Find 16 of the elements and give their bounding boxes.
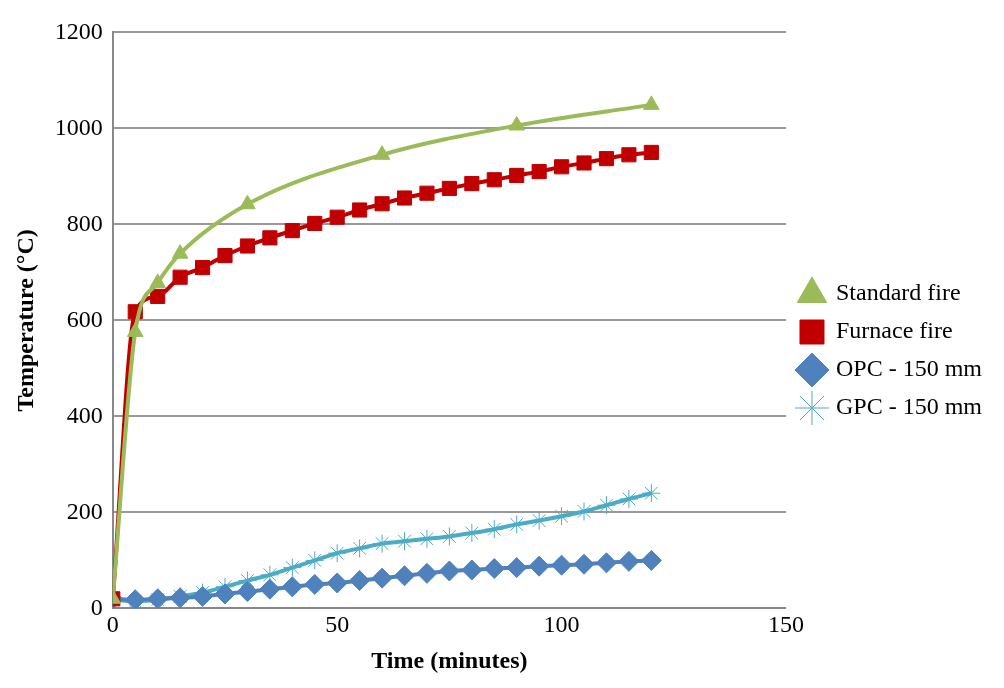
legend-label: Standard fire (835, 279, 961, 306)
x-tick-label: 150 (767, 611, 804, 638)
y-tick-label: 400 (66, 401, 103, 428)
x-axis-title: Time (minutes) (371, 646, 528, 673)
y-tick-label: 600 (66, 305, 103, 332)
legend-label: OPC - 150 mm (835, 355, 983, 382)
y-tick-label: 0 (90, 593, 103, 620)
y-tick-label: 200 (66, 497, 103, 524)
x-tick-label: 50 (325, 611, 350, 638)
y-tick-label: 1000 (54, 113, 103, 140)
y-tick-label: 1200 (54, 17, 103, 44)
legend-label: GPC - 150 mm (835, 393, 983, 420)
y-axis-title: Temperature (°C) (11, 229, 38, 412)
legend-label: Furnace fire (835, 317, 953, 344)
x-tick-label: 100 (543, 611, 580, 638)
y-tick-label: 800 (66, 209, 103, 236)
